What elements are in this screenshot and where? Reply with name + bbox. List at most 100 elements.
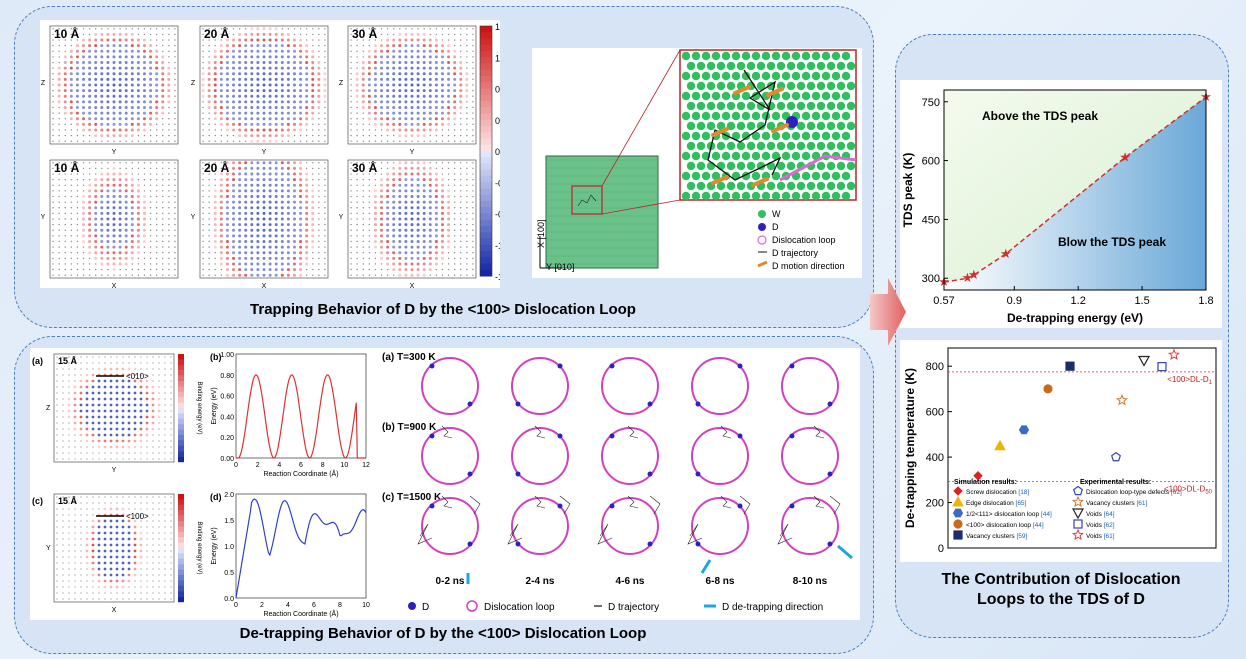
mini-map-point — [56, 446, 58, 448]
map-point — [292, 178, 296, 182]
map-point — [422, 273, 426, 277]
mini-map-point — [68, 508, 70, 510]
map-point — [311, 211, 315, 215]
map-point — [459, 105, 463, 109]
map-point — [305, 66, 309, 70]
mini-map-point — [115, 519, 119, 523]
map-point — [472, 56, 474, 58]
colorbar-cell — [480, 76, 492, 83]
map-point — [305, 245, 309, 249]
w-atom — [831, 51, 841, 61]
map-point — [131, 162, 133, 164]
map-point — [466, 268, 468, 271]
map-point — [274, 200, 278, 204]
map-point — [262, 166, 266, 170]
mini-map-point — [146, 440, 148, 442]
w-atom — [681, 111, 691, 121]
marker — [953, 486, 963, 496]
w-atom — [761, 131, 771, 141]
ytick-label: 300 — [922, 273, 940, 285]
map-point — [312, 178, 314, 181]
map-point — [292, 72, 296, 76]
map-point — [143, 178, 146, 181]
map-point — [472, 95, 474, 97]
map-point — [238, 61, 242, 65]
mini-map-point — [74, 568, 76, 570]
mini-colorbar-cell — [178, 381, 184, 387]
map-point — [350, 173, 352, 175]
map-point — [238, 262, 242, 266]
map-point — [374, 184, 377, 186]
map-point — [208, 50, 210, 52]
map-point — [168, 240, 170, 243]
map-point — [286, 268, 290, 272]
map-point — [142, 234, 146, 238]
map-point — [472, 33, 474, 36]
map-point — [268, 273, 272, 277]
marker — [953, 519, 963, 529]
energy-ytick: 1.5 — [224, 518, 234, 525]
map-point — [280, 273, 284, 277]
w-atom — [841, 51, 851, 61]
mini-map-point — [121, 433, 125, 437]
map-point — [232, 211, 236, 215]
mini-map-point — [67, 403, 71, 407]
mini-map-point — [146, 362, 148, 364]
map-point — [75, 72, 79, 76]
map-point — [57, 66, 61, 70]
map-point — [422, 262, 426, 266]
map-point — [250, 100, 254, 104]
mini-map-point — [152, 526, 154, 528]
map-point — [124, 211, 128, 215]
w-atom — [831, 111, 841, 121]
mini-map-point — [97, 579, 101, 583]
map-point — [208, 39, 210, 41]
map-point — [374, 263, 377, 265]
map-point — [149, 178, 152, 181]
map-point — [286, 44, 290, 48]
map-point — [286, 161, 290, 165]
map-point — [130, 72, 134, 76]
map-point — [106, 105, 110, 109]
map-point — [312, 28, 314, 30]
map-point — [434, 61, 438, 65]
map-point — [367, 117, 371, 121]
d-atom — [789, 433, 795, 439]
map-point — [324, 106, 326, 109]
colorbar-frame — [479, 25, 493, 277]
mini-map-point — [139, 385, 143, 389]
map-point — [207, 72, 211, 76]
map-point — [149, 229, 152, 231]
mini-map-point — [103, 391, 107, 395]
map-point — [373, 55, 377, 59]
map-point — [441, 263, 444, 265]
map-point — [393, 274, 395, 276]
map-point — [460, 39, 462, 41]
map-point — [305, 217, 309, 221]
map-point — [112, 172, 116, 176]
map-point — [225, 44, 229, 48]
right-caption: The Contribution of Dislocation Loops to… — [895, 570, 1227, 610]
map-point — [244, 66, 248, 70]
map-point — [76, 33, 79, 36]
map-point — [305, 167, 308, 170]
map-point — [149, 122, 153, 126]
map-point — [386, 268, 389, 271]
colorbar-cell — [480, 144, 492, 152]
map-point — [350, 263, 352, 265]
mini-map-point — [127, 531, 131, 535]
w-atom — [816, 121, 826, 131]
mini-map-point — [68, 556, 70, 558]
map-point — [52, 218, 54, 220]
mini-map-point — [158, 586, 160, 588]
map-point — [52, 162, 54, 164]
map-point — [64, 173, 66, 175]
map-point — [262, 94, 266, 98]
map-point — [250, 122, 254, 126]
mini-map-point — [170, 598, 172, 600]
w-atom — [771, 51, 781, 61]
map-point — [286, 245, 290, 249]
mini-map-point — [97, 397, 101, 401]
map-point — [225, 195, 229, 199]
w-atom — [801, 131, 811, 141]
